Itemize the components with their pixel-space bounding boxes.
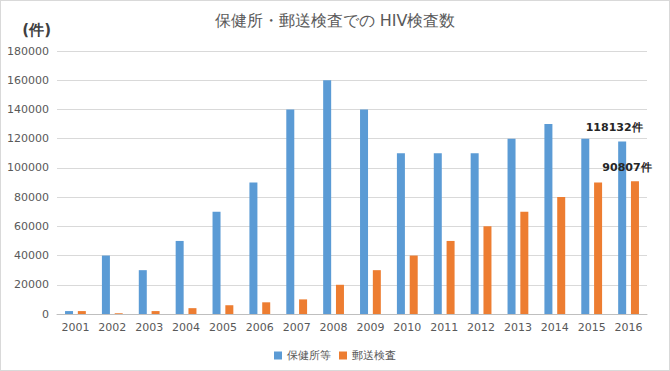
svg-text:2012: 2012 [467, 321, 495, 334]
svg-text:0: 0 [42, 308, 49, 321]
svg-text:郵送検査: 郵送検査 [352, 349, 396, 362]
svg-text:2004: 2004 [172, 321, 200, 334]
svg-text:180000: 180000 [7, 45, 49, 58]
svg-text:2007: 2007 [283, 321, 311, 334]
svg-text:2016: 2016 [615, 321, 643, 334]
svg-text:保健所・郵送検査での HIV検査数: 保健所・郵送検査での HIV検査数 [215, 11, 456, 30]
svg-text:80000: 80000 [14, 191, 49, 204]
svg-text:2014: 2014 [541, 321, 569, 334]
svg-text:140000: 140000 [7, 103, 49, 116]
svg-text:160000: 160000 [7, 74, 49, 87]
svg-text:2003: 2003 [135, 321, 163, 334]
svg-text:2008: 2008 [320, 321, 348, 334]
svg-text:(件): (件) [22, 21, 51, 39]
svg-text:2006: 2006 [246, 321, 274, 334]
svg-text:2013: 2013 [504, 321, 532, 334]
svg-text:2011: 2011 [430, 321, 458, 334]
svg-text:100000: 100000 [7, 161, 49, 174]
svg-text:60000: 60000 [14, 220, 49, 233]
svg-text:118132件: 118132件 [586, 121, 643, 134]
svg-text:20000: 20000 [14, 278, 49, 291]
svg-text:40000: 40000 [14, 249, 49, 262]
svg-text:2010: 2010 [393, 321, 421, 334]
svg-text:保健所等: 保健所等 [287, 349, 331, 362]
svg-text:120000: 120000 [7, 132, 49, 145]
svg-text:90807件: 90807件 [602, 161, 651, 174]
svg-text:2005: 2005 [209, 321, 237, 334]
svg-text:2002: 2002 [98, 321, 126, 334]
svg-text:2001: 2001 [61, 321, 89, 334]
svg-text:2009: 2009 [356, 321, 384, 334]
svg-text:2015: 2015 [578, 321, 606, 334]
